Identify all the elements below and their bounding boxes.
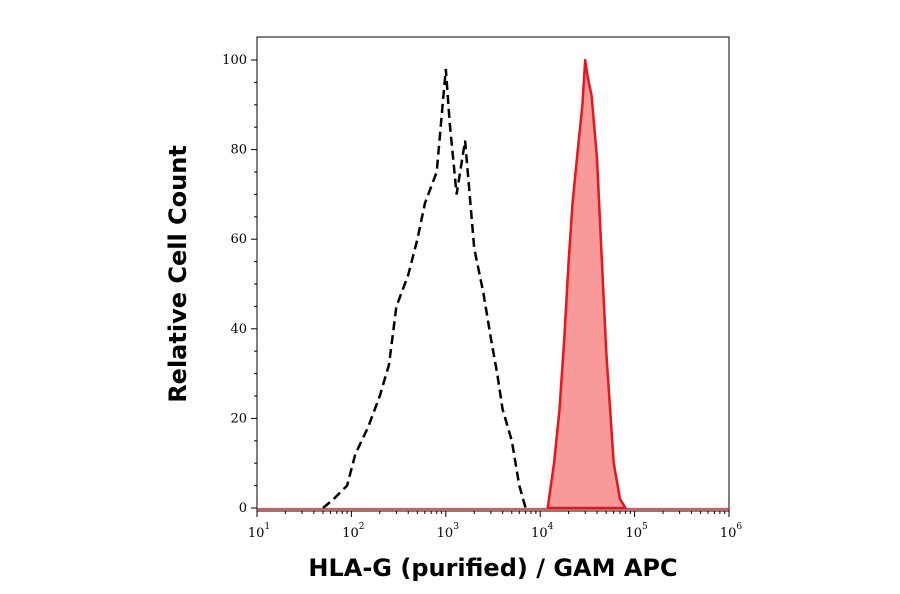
plot-border: [256, 36, 730, 512]
y-tick-label-3: 60: [230, 232, 247, 247]
x-tick-exponent-0: 1: [264, 522, 270, 532]
y-tick-label-0: 0: [239, 501, 247, 516]
series-1-area: [546, 58, 627, 510]
x-tick-label-4: 105: [625, 522, 648, 541]
y-tick-label-2: 40: [230, 322, 247, 337]
series-0-line: [322, 68, 527, 509]
x-tick-label-2: 103: [437, 522, 460, 541]
tick-layer: 0 20 40 60 80 100 101 102 103 104 105 106: [222, 53, 742, 541]
x-tick-label-1: 102: [342, 522, 364, 541]
x-tick-exponent-2: 3: [453, 522, 459, 532]
x-tick-exponent-4: 5: [642, 522, 648, 532]
series-layer: [257, 58, 729, 510]
x-tick-label-0: 101: [248, 522, 270, 541]
y-tick-label-5: 100: [222, 53, 247, 68]
plot-frame: [256, 36, 730, 512]
x-tick-exponent-3: 4: [548, 522, 554, 532]
x-tick-exponent-1: 2: [359, 522, 365, 532]
x-tick-exponent-5: 6: [736, 522, 742, 532]
y-axis-title: Relative Cell Count: [164, 145, 192, 403]
y-tick-label-1: 20: [230, 411, 247, 426]
y-tick-label-4: 80: [230, 143, 247, 158]
x-tick-label-5: 106: [720, 522, 743, 541]
x-axis-title: HLA-G (purified) / GAM APC: [308, 554, 677, 582]
x-tick-label-3: 104: [531, 522, 554, 541]
